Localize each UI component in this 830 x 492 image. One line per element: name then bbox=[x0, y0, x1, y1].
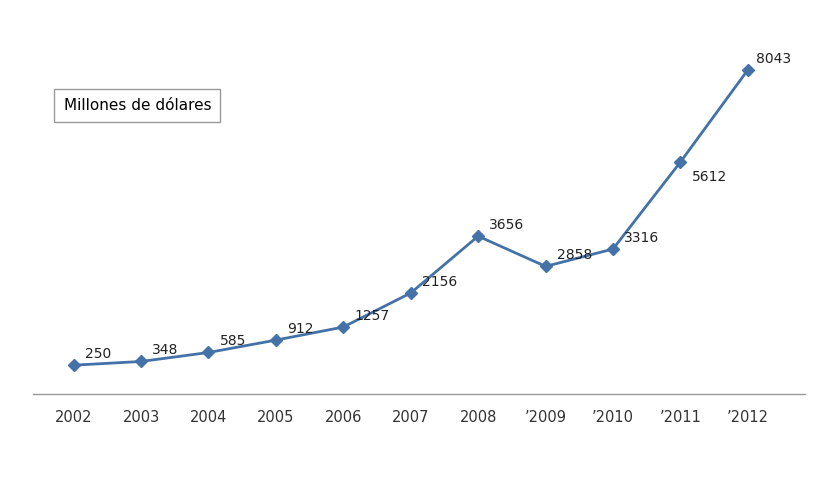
Text: 8043: 8043 bbox=[756, 52, 791, 66]
Text: Millones de dólares: Millones de dólares bbox=[64, 98, 211, 113]
Text: 1257: 1257 bbox=[354, 309, 389, 323]
Text: 348: 348 bbox=[152, 343, 178, 357]
Text: 3656: 3656 bbox=[489, 218, 525, 232]
Text: 2858: 2858 bbox=[557, 248, 592, 262]
Text: 912: 912 bbox=[287, 322, 314, 336]
Text: 5612: 5612 bbox=[691, 170, 727, 184]
Text: 250: 250 bbox=[85, 347, 111, 361]
Text: 585: 585 bbox=[220, 335, 246, 348]
Text: 3316: 3316 bbox=[624, 231, 659, 245]
Text: 2156: 2156 bbox=[422, 275, 457, 289]
